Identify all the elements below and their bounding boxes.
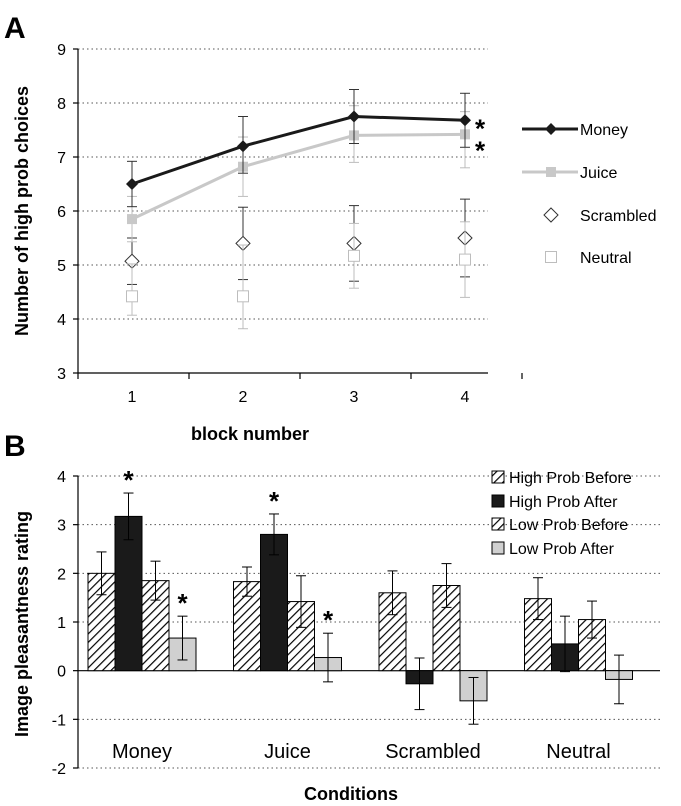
series-juice xyxy=(127,105,470,243)
data-point xyxy=(237,140,249,153)
panel-b-y-axis-title: Image pleasantness rating xyxy=(12,511,32,737)
legend-label: Money xyxy=(580,122,628,139)
panel-a-legend: Money Juice Scrambled Neutral xyxy=(522,122,656,267)
category-label: Scrambled xyxy=(385,741,481,763)
legend-marker xyxy=(545,123,557,135)
legend-marker xyxy=(546,167,556,177)
bar-group-scrambled xyxy=(378,563,488,725)
category-label: Money xyxy=(112,741,172,763)
legend-swatch xyxy=(491,470,505,484)
legend-marker xyxy=(545,251,557,263)
legend-label: Neutral xyxy=(580,250,632,267)
y-tick-label: 3 xyxy=(57,518,66,535)
panel-a: A 3 4 5 6 7 8 9 1 2 3 4 ** Money Juice Scrambled Neu… xyxy=(4,12,656,444)
data-point xyxy=(459,114,471,127)
y-tick-label: 3 xyxy=(57,366,66,383)
panel-a-x-tick-labels: 1 2 3 4 xyxy=(128,389,470,406)
y-tick-label: 9 xyxy=(57,42,66,59)
y-tick-label: 6 xyxy=(57,204,66,221)
series-neutral xyxy=(126,221,471,330)
data-point xyxy=(126,178,138,190)
significance-star: * xyxy=(323,605,334,635)
panel-b: B -2 -1 0 1 2 3 4 Money Juice Scrambled Neutral *… xyxy=(4,430,660,804)
panel-b-bars xyxy=(87,492,633,725)
data-point xyxy=(348,110,360,123)
series-line xyxy=(131,132,466,221)
series-line xyxy=(131,114,466,186)
legend-item: Low Prob After xyxy=(491,541,615,558)
panel-a-x-axis-title: block number xyxy=(191,424,309,444)
significance-star: * xyxy=(123,465,134,495)
panel-a-grid xyxy=(78,48,488,320)
series-money xyxy=(126,89,471,208)
data-point xyxy=(459,253,471,266)
y-tick-label: -1 xyxy=(52,712,66,729)
legend-swatch xyxy=(491,541,505,555)
significance-star: * xyxy=(269,486,280,516)
data-point xyxy=(348,249,360,262)
data-point xyxy=(237,290,249,303)
bar xyxy=(378,592,407,672)
panel-a-y-axis-title: Number of high prob choices xyxy=(12,86,32,336)
y-tick-label: 4 xyxy=(57,312,66,329)
legend-item-neutral: Neutral xyxy=(545,250,632,267)
panel-a-y-tick-labels: 3 4 5 6 7 8 9 xyxy=(57,42,66,383)
legend-item-scrambled: Scrambled xyxy=(543,207,656,225)
category-label: Juice xyxy=(264,741,311,763)
panel-b-legend: High Prob Before High Prob After Low Prob … xyxy=(491,470,632,558)
legend-item: High Prob Before xyxy=(491,470,632,487)
panel-a-significance: ** xyxy=(475,113,486,165)
bar xyxy=(260,533,288,672)
y-tick-label: -2 xyxy=(52,761,66,778)
y-tick-label: 2 xyxy=(57,566,66,583)
legend-label: Low Prob Before xyxy=(509,517,628,534)
significance-star: * xyxy=(177,588,188,618)
series-scrambled xyxy=(124,198,473,285)
legend-swatch xyxy=(491,517,505,531)
legend-label: High Prob After xyxy=(509,494,618,511)
bar-group-money xyxy=(87,492,197,672)
legend-label: Juice xyxy=(580,165,617,182)
y-tick-label: 5 xyxy=(57,258,66,275)
legend-label: Low Prob After xyxy=(509,541,615,558)
panel-a-letter: A xyxy=(4,12,26,45)
panel-b-category-labels: Money Juice Scrambled Neutral xyxy=(112,741,611,763)
bar-group-neutral xyxy=(524,577,633,705)
category-label: Neutral xyxy=(546,741,610,763)
data-point xyxy=(127,214,137,225)
x-tick-label: 4 xyxy=(461,389,470,406)
panel-a-axes xyxy=(73,48,523,379)
panel-b-significance: * * * * xyxy=(123,465,334,635)
x-tick-label: 1 xyxy=(128,389,137,406)
y-tick-label: 8 xyxy=(57,96,66,113)
legend-item: High Prob After xyxy=(491,494,618,511)
panel-a-series xyxy=(124,89,473,330)
legend-item-juice: Juice xyxy=(522,165,617,182)
panel-b-x-axis-title: Conditions xyxy=(304,784,398,804)
significance-star: * xyxy=(475,113,486,143)
legend-swatch xyxy=(491,494,505,508)
legend-item-money: Money xyxy=(522,122,628,139)
legend-label: Scrambled xyxy=(580,208,656,225)
x-tick-label: 3 xyxy=(350,389,359,406)
y-tick-label: 0 xyxy=(57,664,66,681)
bar xyxy=(114,515,143,672)
bar-group-juice xyxy=(233,513,342,683)
y-tick-label: 1 xyxy=(57,615,66,632)
panel-b-y-tick-labels: -2 -1 0 1 2 3 4 xyxy=(52,469,66,778)
y-tick-label: 7 xyxy=(57,150,66,167)
legend-label: High Prob Before xyxy=(509,470,632,487)
y-tick-label: 4 xyxy=(57,469,66,486)
legend-item: Low Prob Before xyxy=(491,517,628,534)
x-tick-label: 2 xyxy=(239,389,248,406)
data-point xyxy=(126,290,138,303)
panel-b-letter: B xyxy=(4,430,26,463)
legend-marker xyxy=(543,207,559,223)
significance-star: * xyxy=(475,135,486,165)
